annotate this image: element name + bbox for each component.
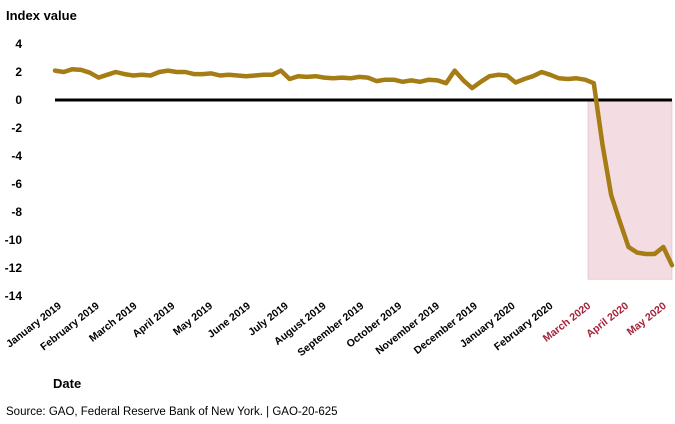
x-axis-title: Date	[53, 376, 82, 391]
x-tick-label: April 2019	[130, 300, 177, 340]
x-tick-label: May 2020	[625, 300, 669, 338]
y-tick-label: -12	[5, 261, 23, 275]
y-tick-label: -8	[11, 205, 22, 219]
series-line	[52, 66, 675, 268]
x-tick-label: December 2019	[412, 300, 480, 357]
x-tick-label: June 2019	[205, 300, 253, 341]
x-tick-label: April 2020	[584, 300, 631, 340]
y-tick-label: -14	[5, 289, 23, 303]
y-tick-label: -4	[11, 149, 22, 163]
x-tick-label: November 2019	[373, 300, 442, 357]
y-tick-label: -6	[11, 177, 22, 191]
source-note: Source: GAO, Federal Reserve Bank of New…	[6, 406, 338, 418]
y-tick-label: -10	[5, 233, 23, 247]
y-tick-label: -2	[11, 121, 22, 135]
y-tick-label: 2	[15, 65, 22, 79]
y-tick-label: 4	[15, 37, 22, 51]
x-tick-label: September 2019	[295, 300, 366, 359]
y-tick-label: 0	[15, 93, 22, 107]
y-axis-title: Index value	[6, 8, 77, 23]
